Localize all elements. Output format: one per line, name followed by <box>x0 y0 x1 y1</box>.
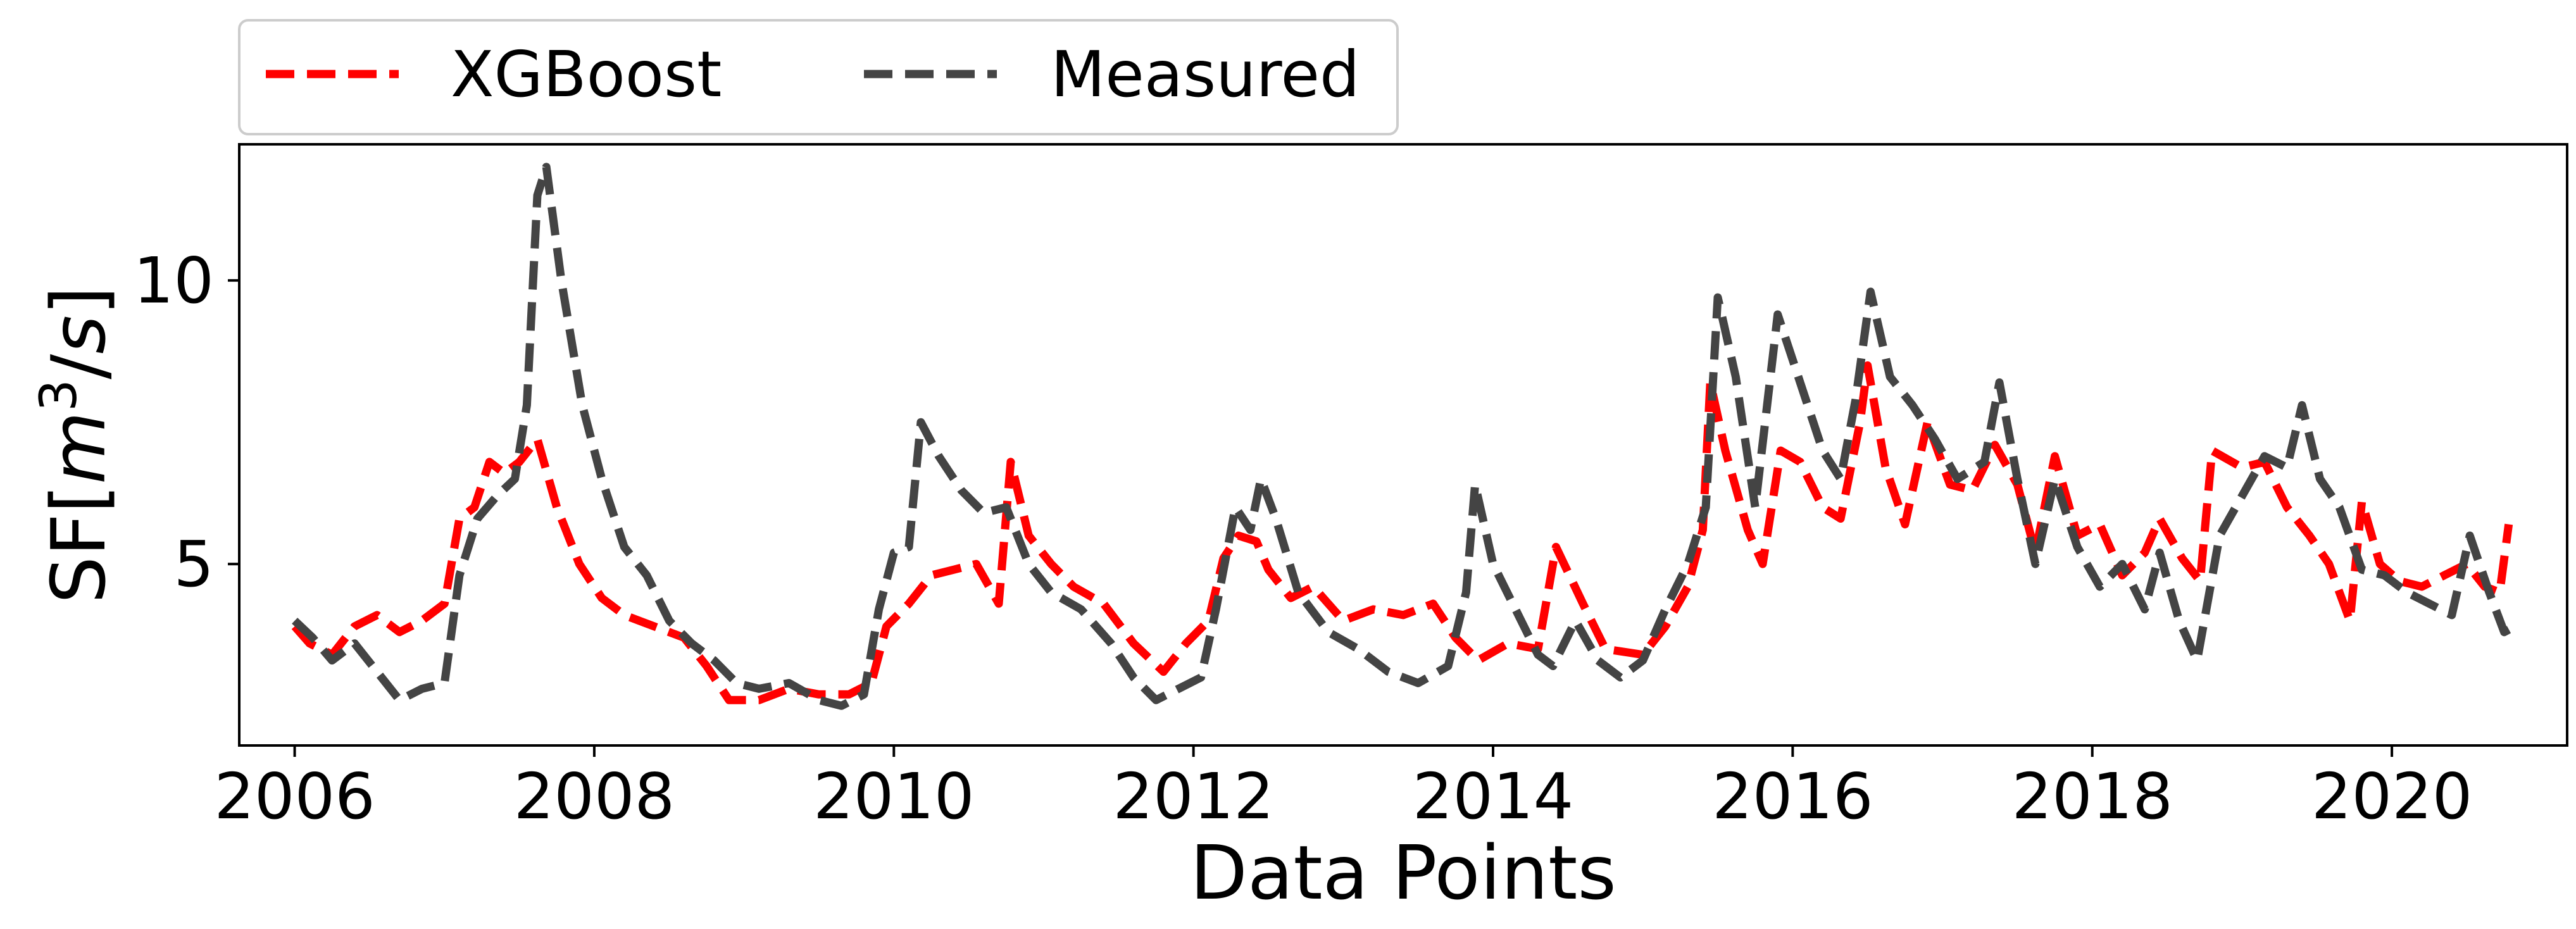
x-tick-label: 2014 <box>1413 759 1574 833</box>
x-tick-label: 2006 <box>214 759 375 833</box>
y-tick-label: 5 <box>173 527 214 601</box>
y-tick-label: 10 <box>134 244 214 318</box>
x-tick-label: 2020 <box>2311 759 2473 833</box>
x-axis-title: Data Points <box>1190 829 1616 916</box>
series-line-measured <box>292 163 2517 710</box>
legend-label-measured: Measured <box>1051 37 1360 111</box>
y-axis-title: SF[m3/s] <box>29 286 122 604</box>
x-tick-label: 2012 <box>1113 759 1274 833</box>
legend-box <box>238 19 1399 135</box>
series-line-xgboost <box>291 361 2513 704</box>
x-tick-label: 2008 <box>514 759 675 833</box>
plot-frame <box>238 143 2568 747</box>
series-layer <box>291 163 2517 710</box>
legend: XGBoost Measured <box>238 19 1399 135</box>
legend-label-xgboost: XGBoost <box>451 37 722 111</box>
x-tick-label: 2016 <box>1712 759 1873 833</box>
x-tick-label: 2018 <box>2011 759 2173 833</box>
x-tick-label: 2010 <box>813 759 975 833</box>
y-axis: 5 10 <box>134 244 239 601</box>
x-axis: 2006 2008 2010 2012 2014 2016 2018 2020 <box>214 745 2472 833</box>
